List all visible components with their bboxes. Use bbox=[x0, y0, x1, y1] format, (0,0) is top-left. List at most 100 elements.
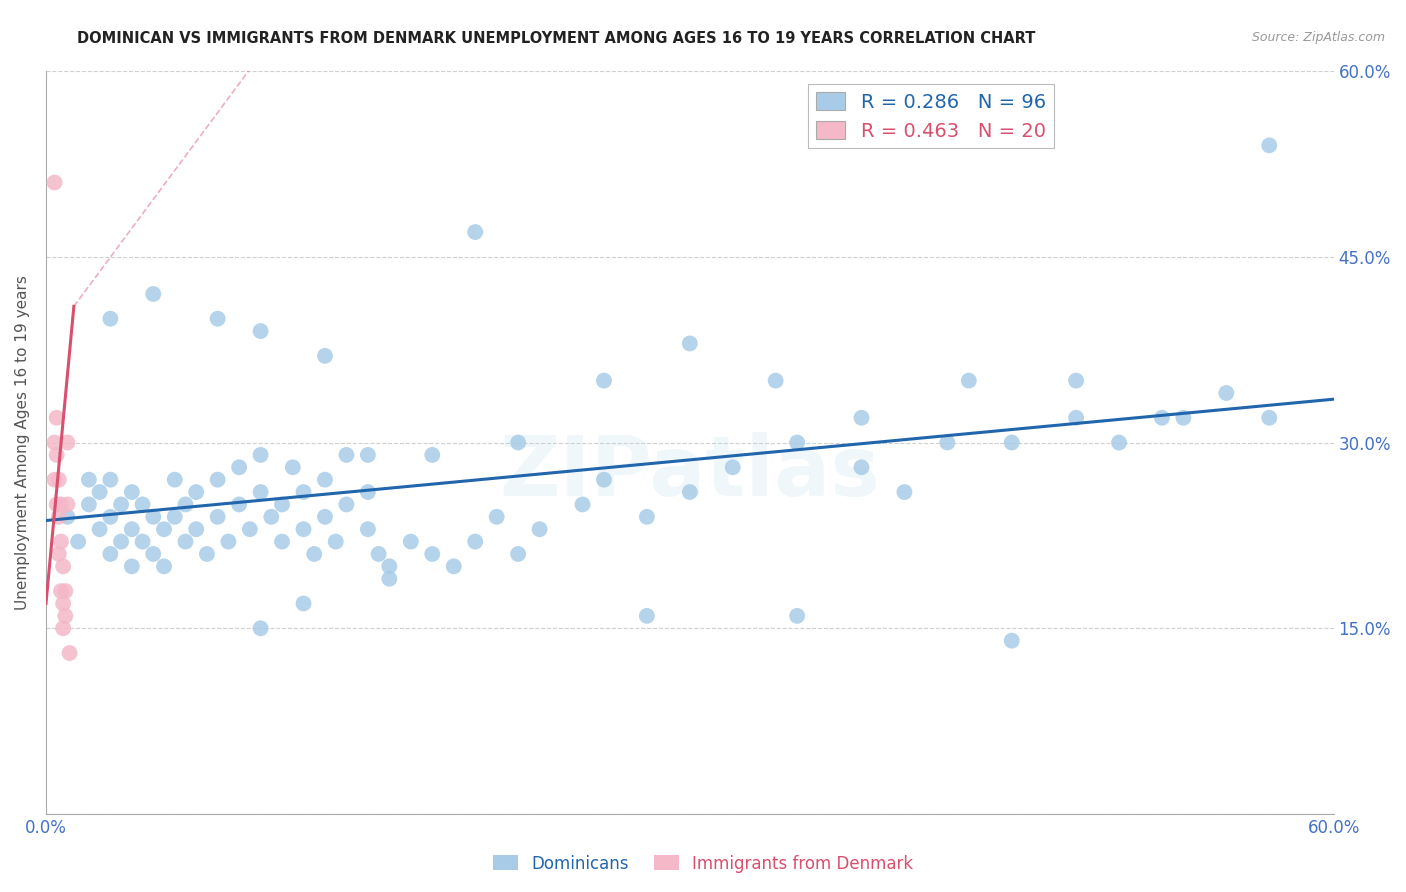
Point bbox=[163, 509, 186, 524]
Point bbox=[98, 473, 121, 487]
Point bbox=[48, 473, 70, 487]
Point bbox=[45, 410, 67, 425]
Point bbox=[399, 534, 422, 549]
Point bbox=[335, 448, 357, 462]
Point bbox=[239, 522, 262, 536]
Point bbox=[174, 498, 197, 512]
Point bbox=[44, 435, 66, 450]
Point bbox=[56, 509, 79, 524]
Point bbox=[851, 410, 873, 425]
Point bbox=[335, 498, 357, 512]
Point bbox=[195, 547, 218, 561]
Point bbox=[314, 349, 336, 363]
Point bbox=[314, 473, 336, 487]
Point bbox=[464, 534, 486, 549]
Point bbox=[45, 448, 67, 462]
Point bbox=[153, 559, 176, 574]
Text: DOMINICAN VS IMMIGRANTS FROM DENMARK UNEMPLOYMENT AMONG AGES 16 TO 19 YEARS CORR: DOMINICAN VS IMMIGRANTS FROM DENMARK UNE… bbox=[77, 31, 1036, 46]
Point bbox=[207, 311, 229, 326]
Point bbox=[1064, 410, 1087, 425]
Point bbox=[357, 448, 380, 462]
Point bbox=[443, 559, 465, 574]
Point bbox=[49, 584, 72, 599]
Point bbox=[1258, 410, 1281, 425]
Point bbox=[98, 547, 121, 561]
Y-axis label: Unemployment Among Ages 16 to 19 years: Unemployment Among Ages 16 to 19 years bbox=[15, 275, 30, 610]
Point bbox=[67, 534, 90, 549]
Point bbox=[186, 485, 208, 500]
Text: Source: ZipAtlas.com: Source: ZipAtlas.com bbox=[1251, 31, 1385, 45]
Point bbox=[48, 547, 70, 561]
Point bbox=[56, 435, 79, 450]
Point bbox=[44, 176, 66, 190]
Point bbox=[249, 485, 271, 500]
Point bbox=[420, 448, 443, 462]
Legend: Dominicans, Immigrants from Denmark: Dominicans, Immigrants from Denmark bbox=[486, 848, 920, 880]
Point bbox=[367, 547, 389, 561]
Text: ZIPatlas: ZIPatlas bbox=[499, 432, 880, 513]
Point bbox=[357, 485, 380, 500]
Point bbox=[110, 498, 132, 512]
Point bbox=[378, 572, 401, 586]
Point bbox=[174, 534, 197, 549]
Point bbox=[142, 547, 165, 561]
Point bbox=[786, 435, 808, 450]
Point bbox=[529, 522, 551, 536]
Point bbox=[89, 522, 111, 536]
Point bbox=[207, 473, 229, 487]
Point bbox=[636, 608, 658, 623]
Point bbox=[142, 287, 165, 301]
Point bbox=[56, 498, 79, 512]
Point bbox=[636, 509, 658, 524]
Point bbox=[420, 547, 443, 561]
Point bbox=[508, 435, 530, 450]
Point bbox=[48, 509, 70, 524]
Point bbox=[786, 608, 808, 623]
Point bbox=[851, 460, 873, 475]
Point bbox=[142, 509, 165, 524]
Point bbox=[571, 498, 593, 512]
Point bbox=[228, 498, 250, 512]
Point bbox=[1173, 410, 1195, 425]
Point bbox=[765, 374, 787, 388]
Point bbox=[508, 547, 530, 561]
Point bbox=[186, 522, 208, 536]
Point bbox=[1258, 138, 1281, 153]
Point bbox=[53, 608, 76, 623]
Point bbox=[52, 559, 75, 574]
Point bbox=[98, 311, 121, 326]
Point bbox=[464, 225, 486, 239]
Point bbox=[52, 621, 75, 635]
Point bbox=[1064, 374, 1087, 388]
Point bbox=[1001, 633, 1024, 648]
Point bbox=[593, 473, 616, 487]
Point bbox=[228, 460, 250, 475]
Point bbox=[1108, 435, 1130, 450]
Point bbox=[292, 522, 315, 536]
Point bbox=[957, 374, 980, 388]
Point bbox=[121, 559, 143, 574]
Point bbox=[49, 534, 72, 549]
Point bbox=[153, 522, 176, 536]
Point bbox=[217, 534, 239, 549]
Point bbox=[110, 534, 132, 549]
Point bbox=[249, 621, 271, 635]
Point bbox=[936, 435, 959, 450]
Point bbox=[98, 509, 121, 524]
Point bbox=[485, 509, 508, 524]
Point bbox=[58, 646, 80, 660]
Point bbox=[260, 509, 283, 524]
Point bbox=[121, 522, 143, 536]
Point bbox=[721, 460, 744, 475]
Point bbox=[207, 509, 229, 524]
Point bbox=[271, 534, 294, 549]
Point bbox=[52, 597, 75, 611]
Point bbox=[271, 498, 294, 512]
Point bbox=[679, 336, 702, 351]
Point bbox=[131, 534, 153, 549]
Point bbox=[121, 485, 143, 500]
Point bbox=[357, 522, 380, 536]
Point bbox=[593, 374, 616, 388]
Point bbox=[292, 485, 315, 500]
Point bbox=[1001, 435, 1024, 450]
